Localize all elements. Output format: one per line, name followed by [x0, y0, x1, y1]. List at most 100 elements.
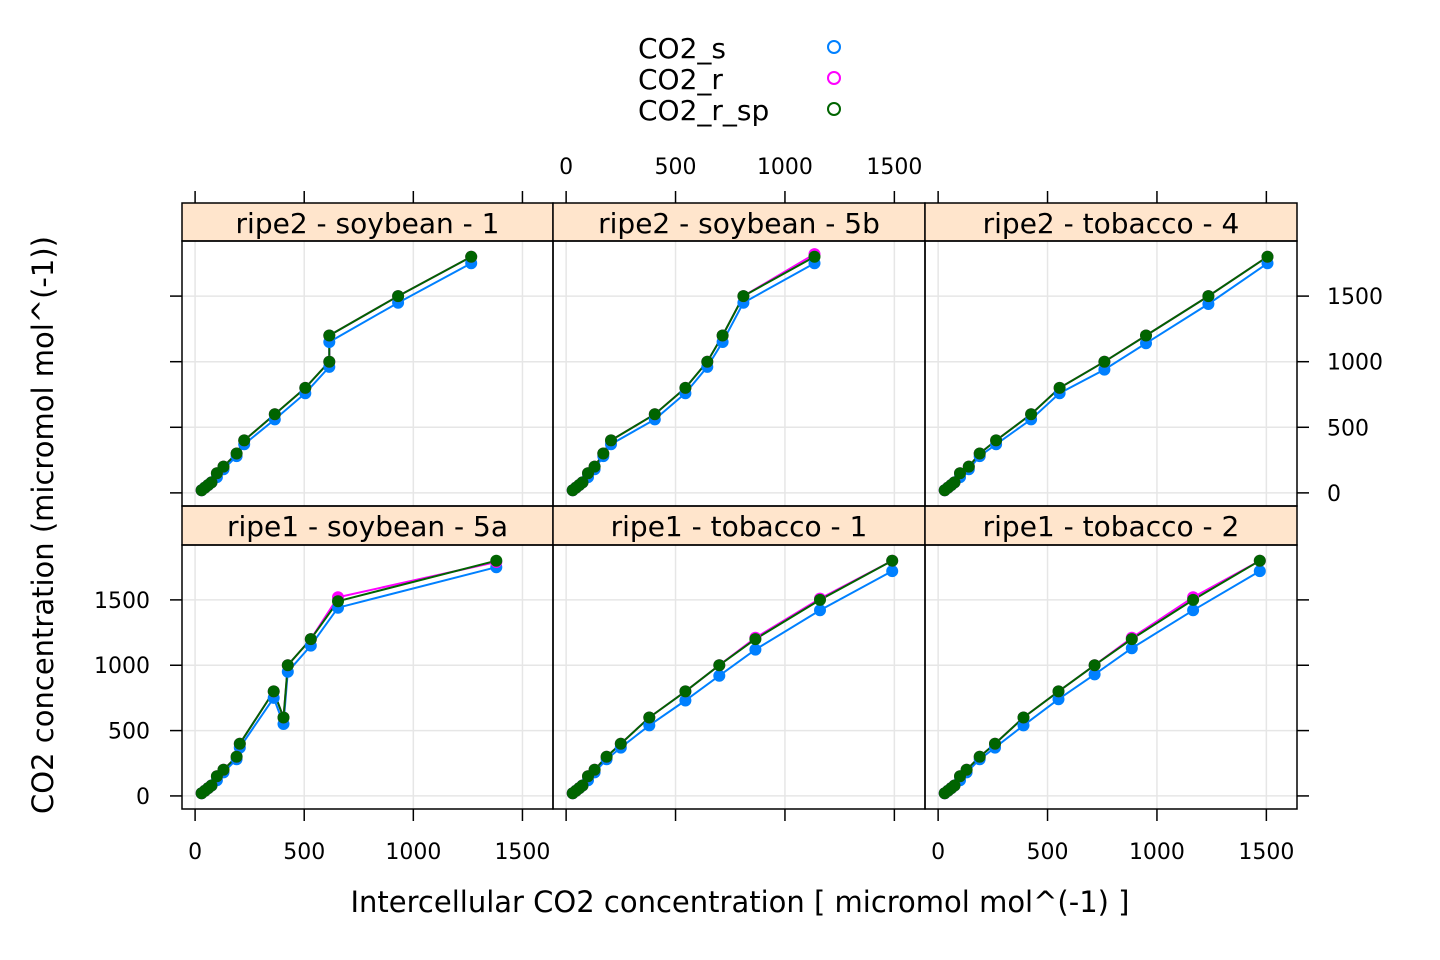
data-point-co2-r-sp-ripe2-tobacco-4 [1202, 290, 1215, 303]
legend-label-co2-r: CO2_r [638, 63, 723, 96]
data-point-co2-r-sp-ripe2-tobacco-4 [962, 460, 975, 473]
data-point-co2-s-ripe1-tobacco-1 [814, 604, 826, 617]
y-axis-title: CO2 concentration (micromol mol^(-1)) [26, 236, 60, 814]
data-point-co2-r-sp-ripe2-soybean-5b [808, 250, 821, 263]
data-point-co2-s-ripe1-tobacco-2 [1088, 668, 1101, 681]
x-tick-label-bottom-500: 500 [283, 840, 325, 865]
data-point-co2-r-sp-ripe1-tobacco-1 [814, 593, 826, 606]
data-point-co2-r-sp-ripe2-soybean-1 [299, 381, 312, 394]
x-tick-label-bottom-1000: 1000 [1129, 840, 1185, 865]
data-point-co2-r-sp-ripe2-soybean-5b [716, 329, 729, 342]
data-point-co2-r-sp-ripe1-tobacco-2 [973, 750, 986, 763]
data-point-co2-r-sp-ripe2-soybean-1 [268, 408, 281, 421]
y-tick-label-left-1500: 1500 [94, 589, 150, 614]
data-point-co2-r-sp-ripe2-soybean-5b [648, 408, 661, 421]
axes-layer: 0 500 1000 1500 0 500 1000 1500 0 500 1000 1500 0 500… [94, 155, 1383, 865]
y-tick-label-left-0: 0 [136, 785, 150, 810]
data-point-co2-r-sp-ripe1-soybean-5a [205, 779, 218, 792]
data-point-co2-r-sp-ripe2-soybean-5b [576, 476, 589, 489]
panel-title-ripe2-soybean-1: ripe2 - soybean - 1 [236, 207, 500, 240]
data-point-co2-s-ripe1-tobacco-1 [679, 694, 692, 707]
data-point-co2-r-sp-ripe1-tobacco-1 [614, 737, 627, 750]
data-point-co2-s-ripe1-tobacco-2 [1187, 604, 1200, 617]
panel-frame-ripe1-tobacco-2 [924, 544, 1298, 810]
data-point-co2-r-sp-ripe1-tobacco-1 [679, 685, 692, 698]
data-point-co2-r-sp-ripe1-tobacco-2 [989, 737, 1001, 750]
strip-ripe1-soybean-5a [181, 505, 554, 546]
data-point-co2-r-sp-ripe1-soybean-5a [217, 763, 230, 776]
data-point-co2-s-ripe1-tobacco-2 [1125, 642, 1138, 655]
x-tick-label-top-500: 500 [655, 155, 697, 180]
data-point-co2-r-sp-ripe1-soybean-5a [230, 750, 243, 763]
data-point-co2-s-ripe1-tobacco-1 [886, 565, 899, 578]
data-point-co2-r-sp-ripe2-soybean-5b [588, 460, 601, 473]
data-point-co2-r-sp-ripe1-tobacco-1 [749, 633, 762, 646]
data-point-co2-r-sp-ripe1-tobacco-2 [1017, 711, 1030, 724]
data-point-co2-r-sp-ripe1-tobacco-1 [643, 711, 656, 724]
data-point-co2-r-sp-ripe2-soybean-5b [597, 447, 610, 460]
data-point-co2-r-sp-ripe2-soybean-1 [323, 355, 336, 368]
data-point-co2-r-sp-ripe2-soybean-1 [323, 329, 336, 342]
data-point-co2-r-sp-ripe1-tobacco-1 [576, 779, 589, 792]
data-point-co2-s-ripe1-tobacco-1 [749, 643, 762, 656]
data-point-co2-r-sp-ripe2-tobacco-4 [1140, 329, 1152, 342]
y-tick-label-left-1000: 1000 [94, 654, 150, 679]
data-point-co2-r-sp-ripe1-tobacco-1 [713, 659, 726, 672]
data-point-co2-r-sp-ripe1-tobacco-1 [886, 554, 899, 567]
data-point-co2-r-sp-ripe2-tobacco-4 [1025, 408, 1038, 421]
y-tick-label-right-0: 0 [1327, 482, 1341, 507]
data-point-co2-r-sp-ripe1-soybean-5a [332, 595, 344, 608]
data-point-co2-r-sp-ripe1-tobacco-2 [948, 779, 961, 792]
x-tick-label-top-0: 0 [559, 155, 573, 180]
data-point-co2-r-sp-ripe2-soybean-5b [737, 290, 750, 303]
data-point-co2-r-sp-ripe2-soybean-5b [679, 381, 692, 394]
data-point-co2-r-sp-ripe1-tobacco-2 [960, 763, 973, 776]
data-point-co2-r-sp-ripe2-soybean-1 [238, 434, 251, 447]
y-tick-label-right-1000: 1000 [1327, 351, 1383, 376]
legend: CO2_s CO2_r CO2_r_sp [638, 32, 841, 127]
data-point-co2-r-sp-ripe1-tobacco-2 [1125, 633, 1138, 646]
data-point-co2-r-sp-ripe2-tobacco-4 [954, 467, 966, 480]
panel-title-ripe1-soybean-5a: ripe1 - soybean - 5a [227, 510, 508, 543]
x-tick-label-top-1500: 1500 [866, 155, 922, 180]
data-point-co2-r-sp-ripe2-soybean-5b [605, 434, 617, 447]
strip-layer: ripe2 - soybean - 1 ripe2 - soybean - 5b r… [181, 202, 1298, 546]
data-point-co2-r-sp-ripe1-tobacco-2 [1088, 659, 1101, 672]
x-tick-label-bottom-0: 0 [931, 840, 945, 865]
data-point-co2-s-ripe1-tobacco-2 [1253, 565, 1266, 578]
data-point-co2-r-sp-ripe2-tobacco-4 [973, 447, 986, 460]
data-point-co2-r-sp-ripe1-tobacco-1 [600, 750, 613, 763]
x-tick-label-bottom-1000: 1000 [385, 840, 441, 865]
data-point-co2-r-sp-ripe2-soybean-1 [205, 476, 218, 489]
x-tick-label-bottom-1500: 1500 [494, 840, 550, 865]
data-point-co2-r-sp-ripe2-tobacco-4 [1098, 355, 1111, 368]
panel-title-ripe1-tobacco-1: ripe1 - tobacco - 1 [611, 510, 868, 543]
panel-title-ripe2-soybean-5b: ripe2 - soybean - 5b [598, 207, 880, 240]
data-point-co2-r-sp-ripe2-soybean-1 [392, 290, 405, 303]
data-point-co2-r-sp-ripe1-soybean-5a [233, 737, 246, 750]
data-point-co2-r-sp-ripe1-tobacco-2 [1187, 593, 1200, 606]
data-point-co2-r-sp-ripe2-tobacco-4 [948, 476, 961, 489]
legend-label-co2-r-sp: CO2_r_sp [638, 94, 769, 127]
y-tick-label-right-500: 500 [1327, 416, 1369, 441]
x-tick-label-bottom-500: 500 [1027, 840, 1069, 865]
data-point-co2-r-sp-ripe1-tobacco-1 [588, 763, 601, 776]
legend-marker-co2-r [827, 71, 841, 85]
x-axis-title: Intercellular CO2 concentration [ microm… [351, 885, 1130, 919]
panel-frame-ripe2-tobacco-4 [924, 240, 1298, 507]
data-point-co2-r-sp-ripe2-tobacco-4 [1261, 250, 1274, 263]
data-point-co2-r-sp-ripe1-soybean-5a [304, 633, 317, 646]
data-point-co2-r-sp-ripe1-soybean-5a [277, 711, 290, 724]
series-layer [195, 248, 1274, 800]
grid-layer [182, 241, 1297, 809]
data-point-co2-r-sp-ripe2-soybean-1 [465, 250, 478, 263]
data-point-co2-r-sp-ripe1-soybean-5a [281, 659, 294, 672]
legend-marker-co2-s [827, 40, 841, 54]
data-point-co2-r-sp-ripe2-tobacco-4 [1053, 381, 1066, 394]
data-point-co2-r-sp-ripe1-tobacco-2 [1052, 685, 1065, 698]
legend-label-co2-s: CO2_s [638, 32, 726, 65]
data-point-co2-r-sp-ripe1-soybean-5a [490, 554, 503, 567]
y-tick-label-left-500: 500 [108, 720, 150, 745]
